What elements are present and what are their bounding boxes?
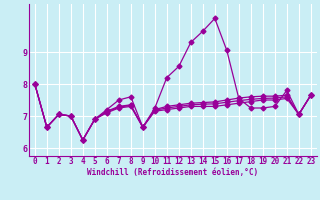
X-axis label: Windchill (Refroidissement éolien,°C): Windchill (Refroidissement éolien,°C) xyxy=(87,168,258,177)
